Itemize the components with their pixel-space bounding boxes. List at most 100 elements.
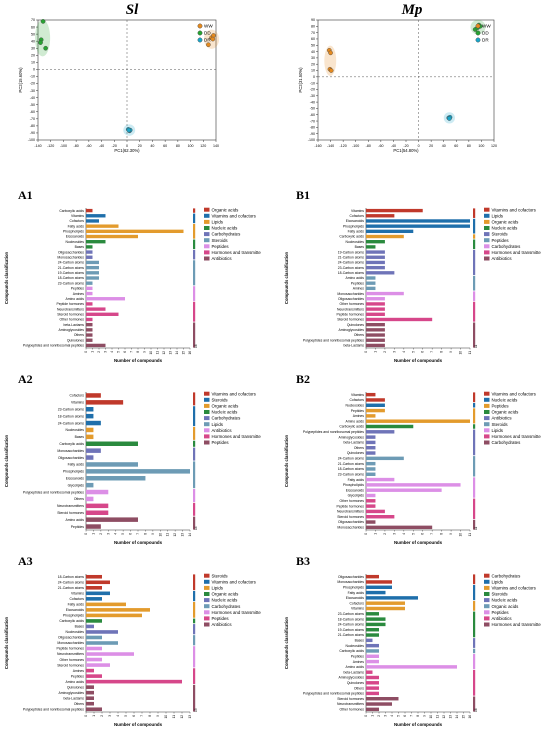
- category-label: Vitamins: [71, 214, 84, 218]
- legend-swatch: [484, 232, 490, 237]
- x-tick-label: 3: [104, 351, 108, 353]
- x-axis-label: PC1(54.80%): [393, 148, 419, 153]
- bar: [86, 317, 93, 322]
- category-label: Quinolones: [67, 685, 84, 689]
- x-tick-label: 5: [411, 351, 415, 353]
- group-strip: [193, 440, 196, 447]
- bar: [86, 229, 184, 234]
- group-strip: [473, 429, 476, 456]
- bar: [366, 574, 379, 579]
- category-label: Nucleosides: [346, 644, 365, 648]
- legend-label: Steroids: [492, 232, 509, 237]
- x-tick-label: 2: [97, 351, 101, 353]
- x-tick-label: 140: [213, 144, 219, 148]
- x-tick-label: 0: [84, 351, 88, 353]
- bar-chart-b2: B2 0 1 2 3 4 5 6 7 8 9 10 11 VitaminsCofactorsNucleos…: [284, 372, 541, 545]
- category-label: Steroid hormones: [57, 511, 84, 515]
- category-label: Amines: [353, 660, 365, 664]
- bar: [86, 455, 94, 460]
- x-tick-label: 10: [158, 533, 162, 537]
- category-label: Neurotransmitters: [57, 504, 84, 508]
- y-axis-label: Compounds classification: [284, 252, 289, 305]
- group-strip: [473, 519, 476, 530]
- y-tick-label: -60: [310, 113, 315, 117]
- x-tick-label: 60: [163, 144, 167, 148]
- group-strip: [473, 648, 476, 654]
- category-label: Polypeptides and nonribosomal peptides: [23, 344, 84, 348]
- category-label: Other hormones: [340, 302, 365, 306]
- legend-swatch: [204, 232, 210, 237]
- bar: [86, 652, 134, 656]
- category-label: 23-Carbon atoms: [338, 472, 365, 476]
- legend-swatch: [484, 579, 490, 584]
- legend-label: Nucleic acids: [212, 598, 239, 603]
- x-tick-label: 11: [156, 351, 160, 355]
- bar: [86, 255, 93, 259]
- x-tick-label: 0: [84, 715, 88, 717]
- group-strip: [473, 477, 476, 498]
- category-label: Carboxylic acids: [339, 425, 364, 429]
- x-tick-label: 8: [143, 533, 147, 535]
- x-tick-label: 4: [114, 533, 118, 535]
- bar-chart-b1: B1 0 1 2 3 4 5 6 7 8 9 10 11 VitaminsCofactorsEicosan…: [284, 188, 541, 363]
- y-tick-label: -20: [310, 88, 315, 92]
- legend-label: Vitamins and cofactors: [492, 391, 537, 396]
- bar: [86, 630, 118, 634]
- group-strip: [473, 208, 476, 218]
- legend-swatch: [484, 604, 490, 609]
- group-strip: [193, 624, 196, 635]
- x-tick-label: 7: [140, 715, 144, 717]
- x-tick-label: 1: [373, 351, 377, 353]
- y-tick-label: 0: [313, 75, 315, 79]
- bar: [366, 403, 385, 407]
- category-label: Vitamins: [351, 393, 364, 397]
- legend-label: Lipids: [212, 422, 224, 427]
- category-label: Steroid hormones: [57, 663, 84, 667]
- x-tick-label: 13: [169, 351, 173, 355]
- category-label: Neurotransmitters: [337, 702, 364, 706]
- category-label: 24-Carbon atoms: [338, 623, 365, 627]
- bar: [86, 240, 106, 244]
- x-tick-label: -20: [403, 144, 408, 148]
- bar: [86, 407, 94, 412]
- x-tick-label: 120: [200, 144, 206, 148]
- category-label: Fatty acids: [348, 591, 365, 595]
- group-strip: [473, 585, 476, 601]
- bar: [86, 265, 99, 270]
- y-tick-label: 10: [311, 69, 315, 73]
- bar: [86, 597, 102, 601]
- category-label: 18-Carbon atoms: [58, 575, 85, 579]
- x-tick-label: 10: [459, 533, 463, 537]
- bar: [366, 681, 379, 685]
- category-label: Phospholipids: [63, 470, 84, 474]
- group-strip: [473, 218, 476, 234]
- category-label: 21-Carbon atoms: [338, 255, 365, 259]
- category-label: Phospholipids: [63, 230, 84, 234]
- y-tick-label: -70: [310, 119, 315, 123]
- y-axis-label: Compounds classification: [4, 617, 9, 670]
- pca-chart-sl: -140 -120 -100 -80 -60 -40 -20 0 20 40 60 80 100 120 1…: [18, 18, 220, 153]
- legend-label: Lipids: [492, 428, 504, 433]
- category-label: 18-Carbon atoms: [58, 276, 85, 280]
- bar: [366, 675, 379, 680]
- category-label: Fatty acids: [68, 603, 85, 607]
- x-tick-label: -120: [340, 144, 347, 148]
- bar: [86, 462, 138, 467]
- y-tick-label: -30: [30, 89, 35, 93]
- bar: [86, 635, 102, 640]
- legend-swatch: [484, 592, 490, 596]
- bar: [366, 398, 385, 402]
- legend-label: Vitamins and cofactors: [212, 213, 257, 218]
- y-tick-label: -50: [310, 107, 315, 111]
- y-tick-label: -50: [30, 103, 35, 107]
- bar: [86, 586, 102, 590]
- data-point-dd: [40, 19, 46, 24]
- category-label: Quinolones: [347, 323, 364, 327]
- bar: [366, 328, 385, 332]
- x-tick-label: 1: [371, 715, 375, 717]
- group-strip: [473, 234, 476, 239]
- category-label: Steroid hormones: [337, 318, 364, 322]
- category-label: Neurotransmitters: [57, 307, 84, 311]
- bar: [366, 649, 379, 653]
